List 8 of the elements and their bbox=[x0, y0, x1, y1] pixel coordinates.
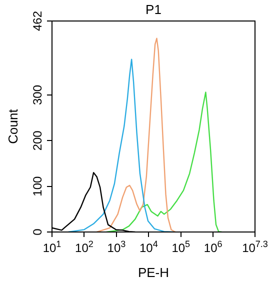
y-tick-label: 200 bbox=[30, 130, 44, 151]
y-tick-label: 0 bbox=[30, 228, 44, 236]
x-axis-title: PE-H bbox=[138, 265, 170, 280]
y-tick-label: 100 bbox=[30, 176, 44, 196]
chart-title: P1 bbox=[146, 2, 162, 18]
y-axis-title: Count bbox=[6, 108, 21, 144]
y-tick-label: 462 bbox=[30, 10, 44, 32]
y-tick-label: 300 bbox=[30, 84, 44, 106]
